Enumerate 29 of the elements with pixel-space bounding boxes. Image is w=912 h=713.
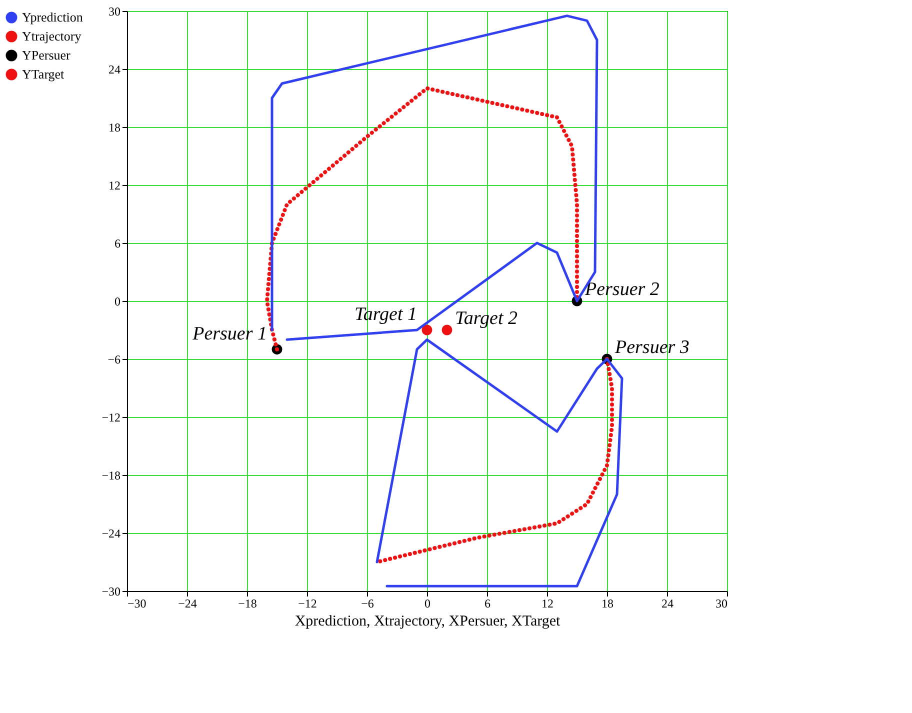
y-tick-label: 24 [108, 62, 120, 76]
point [422, 324, 432, 336]
legend-label: Ytrajectory [22, 28, 82, 44]
x-tick-label: 12 [542, 596, 554, 610]
y-tick-label: 12 [108, 178, 120, 192]
y-tick-label: 18 [108, 120, 120, 134]
y-tick-label: −24 [102, 526, 120, 540]
y-tick-label: 30 [108, 4, 120, 18]
x-tick-label: −18 [238, 596, 257, 610]
legend-label: Yprediction [22, 10, 84, 24]
legend-label: YTarget [22, 66, 65, 82]
x-tick-label: 6 [484, 596, 490, 610]
x-tick-label: 18 [602, 596, 614, 610]
y-tick-label: −6 [108, 352, 120, 366]
x-tick-label: 24 [662, 596, 674, 610]
x-tick-label: 0 [424, 596, 430, 610]
x-tick-label: −30 [128, 596, 146, 610]
point [442, 324, 452, 336]
legend-label: YPersuer [22, 48, 72, 62]
x-axis-title: Xprediction, Xtrajectory, XPersuer, XTarget [294, 614, 561, 630]
x-tick-label: 30 [716, 596, 728, 610]
x-tick-label: −24 [178, 596, 197, 610]
y-tick-label: 0 [114, 294, 120, 308]
y-tick-label: −30 [102, 584, 120, 598]
y-tick-label: −12 [102, 410, 120, 424]
y-tick-label: 6 [114, 236, 120, 250]
x-tick-label: −6 [361, 596, 374, 610]
x-tick-label: −12 [298, 596, 317, 610]
y-tick-label: −18 [102, 468, 120, 482]
